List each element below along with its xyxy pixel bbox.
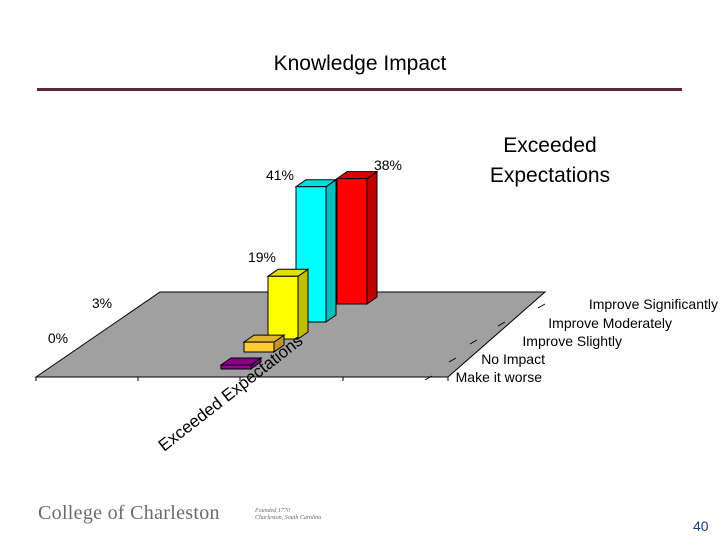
data-label: 0%	[48, 330, 68, 346]
category-tick	[424, 375, 433, 381]
bars-layer	[219, 170, 379, 370]
bar-front	[267, 275, 299, 340]
data-label: 19%	[248, 249, 276, 265]
bar-side	[366, 170, 378, 305]
founded-caption: Founded 1770 Charleston, South Carolina	[255, 508, 321, 522]
category-tick	[537, 303, 546, 309]
bar-3	[242, 334, 286, 353]
category-label: No Impact	[481, 351, 545, 367]
data-label: 3%	[92, 295, 112, 311]
category-label: Improve Moderately	[548, 315, 672, 331]
bar-side	[325, 178, 337, 323]
bar-4	[219, 357, 263, 370]
category-label: Improve Significantly	[589, 296, 718, 312]
category-label: Make it worse	[456, 369, 543, 385]
bar-front	[243, 341, 275, 353]
data-label: 38%	[374, 157, 402, 173]
bar-side	[297, 268, 309, 340]
title-divider	[37, 88, 682, 91]
slide-title: Knowledge Impact	[273, 52, 447, 75]
founded-line1: Founded 1770	[255, 508, 290, 514]
category-tick	[469, 339, 478, 345]
labels-layer: 38% 41% 19% 3% 0%	[48, 157, 402, 346]
bar-1	[294, 178, 338, 323]
category-axis: Improve Significantly Improve Moderately I…	[424, 296, 718, 385]
college-logo-text: College of Charleston	[38, 502, 220, 524]
legend-series-name-line1: Exceeded	[503, 134, 596, 157]
data-label: 41%	[266, 167, 294, 183]
page-number: 40	[693, 518, 709, 534]
bar-2	[266, 268, 310, 340]
founded-line2: Charleston, South Carolina	[255, 515, 322, 521]
bar-front	[220, 364, 252, 370]
category-tick	[448, 357, 457, 363]
bar-front	[336, 178, 368, 305]
category-tick	[497, 321, 506, 327]
category-label: Improve Slightly	[522, 333, 622, 349]
bar-0	[335, 170, 379, 305]
legend-series-name-line2: Expectations	[490, 164, 610, 187]
